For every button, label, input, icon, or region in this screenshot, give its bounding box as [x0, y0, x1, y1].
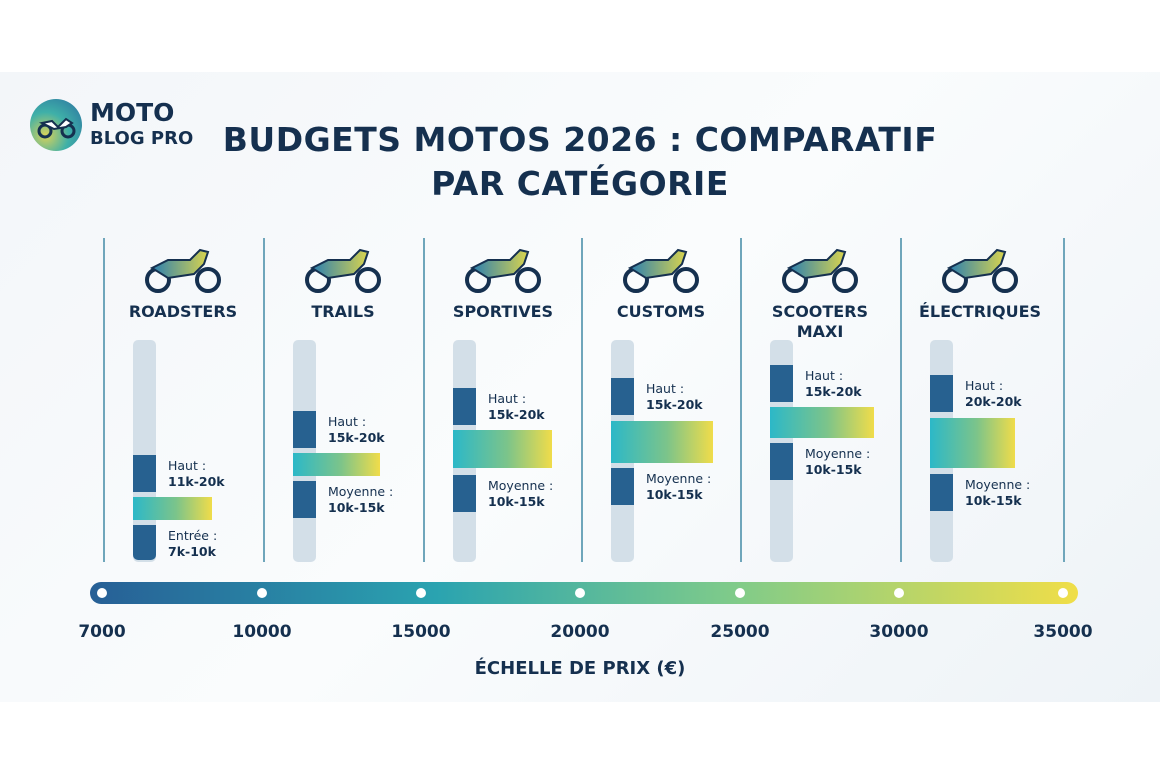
segment-label-name: Haut : [488, 391, 527, 406]
maxi-scooter-icon [775, 238, 865, 296]
segment-label-name: Haut : [168, 458, 207, 473]
segment-range-value: 20k-20k [965, 394, 1022, 409]
category-label: ROADSTERS [128, 302, 238, 321]
chart-title: BUDGETS MOTOS 2026 : COMPARATIF PAR CATÉ… [222, 120, 938, 203]
segment-label: Haut :15k-20k [488, 391, 545, 423]
trail-motorcycle-icon [298, 238, 388, 296]
category-label: SPORTIVES [452, 302, 554, 321]
column-divider [900, 238, 902, 562]
x-tick-label: 25000 [710, 622, 770, 642]
segment-label-name: Haut : [646, 381, 685, 396]
logo-text-moto: MOTO [90, 98, 175, 127]
segment-bar-high [770, 365, 793, 402]
segment-range-value: 7k-10k [168, 544, 216, 559]
segment-range-value: 10k-15k [965, 493, 1022, 508]
segment-label: Moyenne :10k-15k [965, 477, 1030, 509]
segment-label: Moyenne :10k-15k [646, 471, 711, 503]
price-range-gradient-bar [611, 421, 713, 463]
segment-range-value: 15k-20k [805, 384, 862, 399]
segment-bar-low [453, 475, 476, 512]
x-tick-label: 20000 [550, 622, 610, 642]
segment-label-name: Moyenne : [488, 478, 554, 493]
segment-label: Haut :11k-20k [168, 458, 225, 490]
price-range-gradient-bar [133, 497, 212, 520]
logo-motorcycle-icon [30, 99, 82, 151]
x-axis-label: ÉCHELLE DE PRIX (€) [474, 658, 686, 679]
price-range-gradient-bar [770, 407, 874, 438]
segment-label-name: Moyenne : [646, 471, 712, 486]
segment-range-value: 10k-15k [488, 494, 545, 509]
x-tick-label: 15000 [391, 622, 451, 642]
price-range-gradient-bar [930, 418, 1015, 468]
segment-bar-low [133, 525, 156, 560]
segment-label: Moyenne :10k-15k [488, 478, 553, 510]
price-range-gradient-bar [453, 430, 552, 468]
scale-marker-dot [575, 588, 585, 598]
segment-label: Haut :20k-20k [965, 378, 1022, 410]
category-label: ÉLECTRIQUES [918, 302, 1042, 321]
scale-marker-dot [257, 588, 267, 598]
segment-range-value: 15k-20k [646, 397, 703, 412]
segment-label: Moyenne :10k-15k [328, 484, 393, 516]
segment-label: Haut :15k-20k [805, 368, 862, 400]
roadster-motorcycle-icon [138, 238, 228, 296]
segment-label-name: Entrée : [168, 528, 218, 543]
segment-label-name: Moyenne : [328, 484, 394, 499]
x-tick-label: 30000 [869, 622, 929, 642]
column-divider [263, 238, 265, 562]
segment-bar-low [611, 468, 634, 505]
scale-marker-dot [97, 588, 107, 598]
x-tick-label: 35000 [1033, 622, 1093, 642]
scale-marker-dot [416, 588, 426, 598]
x-tick-label: 7000 [78, 622, 126, 642]
column-divider [581, 238, 583, 562]
category-label: CUSTOMS [616, 302, 706, 321]
x-tick-label: 10000 [232, 622, 292, 642]
segment-bar-high [293, 411, 316, 448]
segment-range-value: 10k-15k [805, 462, 862, 477]
segment-label-name: Haut : [965, 378, 1004, 393]
sport-motorcycle-icon [458, 238, 548, 296]
column-divider [423, 238, 425, 562]
segment-bar-low [293, 481, 316, 518]
segment-bar-low [770, 443, 793, 480]
segment-label: Haut :15k-20k [646, 381, 703, 413]
segment-range-value: 15k-20k [488, 407, 545, 422]
column-divider [1063, 238, 1065, 562]
segment-bar-high [133, 455, 156, 492]
scale-marker-dot [1058, 588, 1068, 598]
segment-bar-low [930, 474, 953, 511]
bar-track [293, 340, 316, 562]
segment-bar-high [930, 375, 953, 412]
electric-scooter-icon [935, 238, 1025, 296]
logo-text-blog-pro: BLOG PRO [90, 128, 194, 149]
segment-range-value: 15k-20k [328, 430, 385, 445]
scale-marker-dot [735, 588, 745, 598]
segment-label-name: Moyenne : [965, 477, 1031, 492]
segment-bar-high [611, 378, 634, 415]
segment-label: Entrée :7k-10k [168, 528, 217, 560]
segment-range-value: 10k-15k [328, 500, 385, 515]
segment-range-value: 10k-15k [646, 487, 703, 502]
category-label: TRAILS [311, 302, 375, 321]
column-divider [103, 238, 105, 562]
segment-label: Haut :15k-20k [328, 414, 385, 446]
column-divider [740, 238, 742, 562]
segment-label-name: Haut : [805, 368, 844, 383]
segment-range-value: 11k-20k [168, 474, 225, 489]
custom-motorcycle-icon [616, 238, 706, 296]
segment-label-name: Haut : [328, 414, 367, 429]
segment-bar-high [453, 388, 476, 425]
price-range-gradient-bar [293, 453, 380, 476]
segment-label-name: Moyenne : [805, 446, 871, 461]
segment-label: Moyenne :10k-15k [805, 446, 870, 478]
scale-marker-dot [894, 588, 904, 598]
category-label: SCOOTERS MAXI [771, 302, 869, 341]
